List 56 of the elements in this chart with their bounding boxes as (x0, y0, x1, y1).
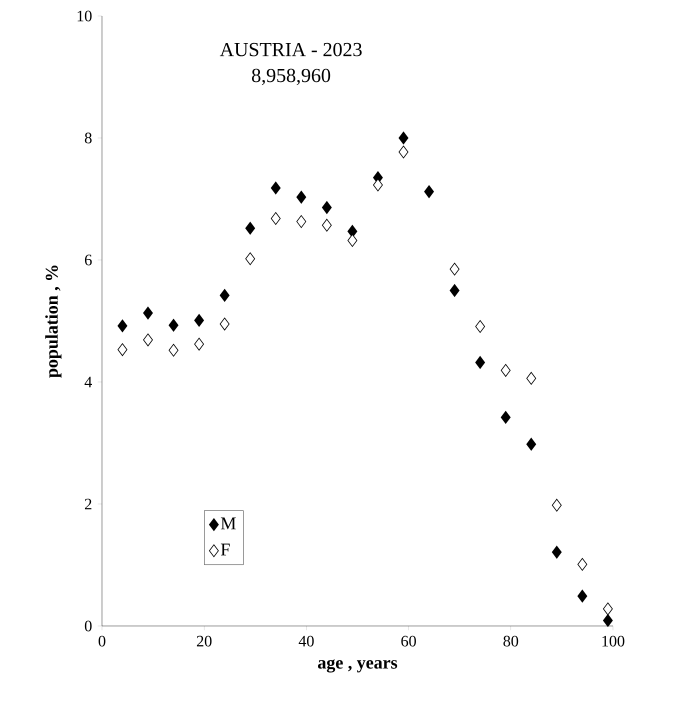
x-tick-label: 40 (298, 636, 314, 647)
point (526, 438, 536, 451)
point (475, 356, 486, 369)
point (245, 222, 256, 235)
point (296, 190, 306, 204)
point (577, 558, 588, 571)
x-tick-label: 60 (401, 636, 416, 647)
point (245, 252, 256, 266)
point (168, 318, 178, 332)
point (602, 602, 613, 616)
legend-label: F (220, 544, 230, 556)
point (475, 320, 486, 333)
point (373, 178, 383, 192)
point (194, 338, 204, 351)
legend-label: M (220, 518, 236, 530)
text: 8,958,960 (252, 68, 330, 86)
point (322, 201, 332, 214)
point (118, 343, 128, 356)
point (347, 234, 358, 247)
point (194, 314, 204, 327)
point (118, 319, 128, 332)
point (500, 410, 511, 424)
point (220, 318, 230, 330)
point (552, 498, 562, 512)
point (143, 334, 153, 346)
point (552, 546, 562, 559)
x-tick-label: 100 (602, 636, 624, 647)
y-tick-label: 2 (84, 498, 92, 510)
y-tick-label: 0 (84, 620, 92, 632)
y-tick-label: 6 (84, 254, 92, 266)
point (577, 590, 588, 602)
y-tick-label: 8 (84, 132, 92, 144)
x-tick-label: 80 (503, 636, 518, 647)
y-tick-label: 10 (78, 10, 92, 22)
point (143, 306, 153, 320)
point (220, 288, 230, 302)
point (526, 372, 536, 385)
point (270, 182, 281, 194)
point (602, 614, 613, 627)
x-axis-title: age , years (318, 659, 398, 672)
point (450, 284, 460, 297)
point (500, 364, 511, 377)
y-tick-label: 4 (84, 376, 92, 388)
y-axis-title: population , % (45, 266, 62, 378)
point (296, 215, 306, 228)
point (347, 224, 358, 238)
point (322, 218, 332, 232)
point (270, 212, 281, 225)
x-tick-label: 0 (98, 636, 106, 647)
point (398, 132, 408, 144)
point (168, 344, 178, 357)
point (398, 146, 408, 158)
text: AUSTRIA - 2023 (220, 42, 362, 56)
point (450, 262, 460, 276)
x-tick-label: 20 (196, 636, 212, 647)
point (424, 185, 434, 198)
